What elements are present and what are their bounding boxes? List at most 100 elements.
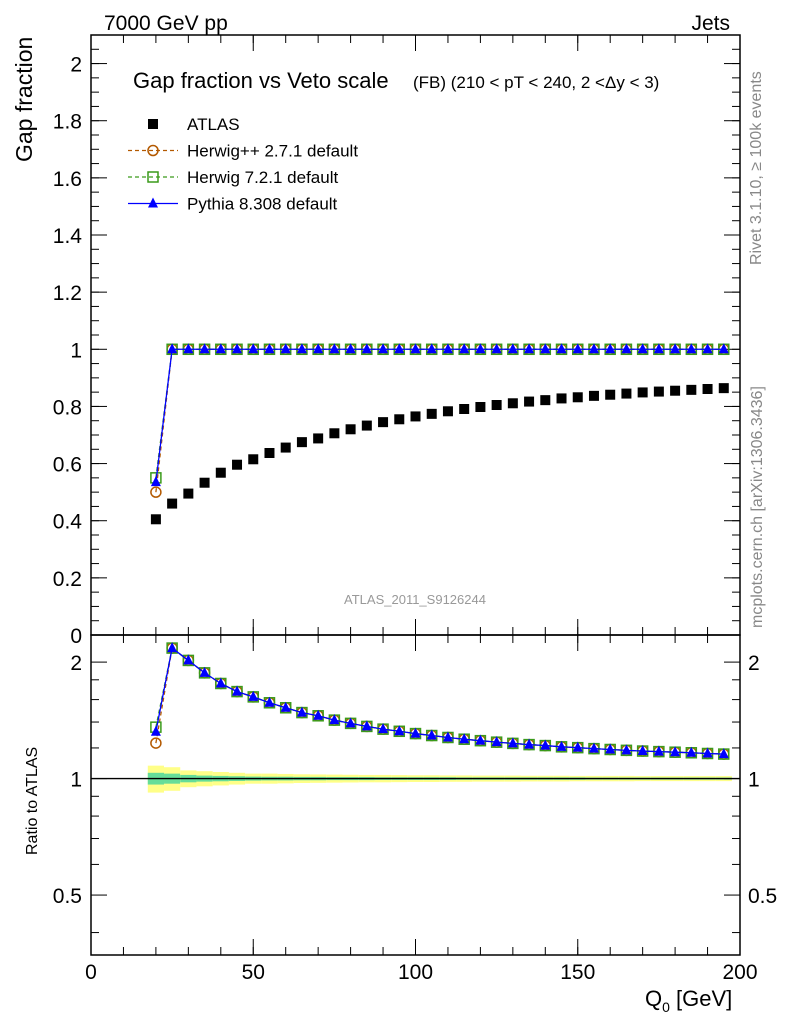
ratio-y-tick-label: 0.5	[53, 885, 82, 908]
series-0	[150, 383, 729, 525]
ratio-data-point	[718, 748, 729, 759]
data-point	[215, 467, 226, 478]
data-point	[507, 398, 518, 409]
y-tick-label: 1.2	[53, 282, 82, 305]
data-point	[475, 343, 486, 354]
ratio-series-0	[150, 642, 730, 760]
x-tick-label: 200	[722, 961, 757, 984]
data-point	[410, 343, 421, 354]
ratio-data-point	[150, 725, 161, 736]
data-point	[426, 408, 437, 419]
ratio-series-line	[155, 646, 724, 755]
ratio-data-point	[459, 733, 470, 744]
data-point	[329, 343, 340, 354]
data-point	[459, 343, 470, 354]
ratio-series-line	[155, 646, 724, 755]
data-point	[329, 428, 340, 439]
data-point	[637, 387, 648, 398]
y-tick-label: 1.8	[53, 111, 82, 134]
y-tick-label: 0.6	[53, 454, 82, 477]
ratio-y-tick-label-right: 0.5	[748, 885, 777, 908]
data-point	[248, 343, 259, 354]
data-point	[248, 454, 259, 465]
ratio-y-tick-label-right: 1	[748, 769, 760, 792]
legend-label: Herwig 7.2.1 default	[187, 168, 338, 187]
data-point	[232, 459, 243, 470]
ratio-data-point	[670, 746, 681, 757]
ratio-y-axis-label: Ratio to ATLAS	[24, 747, 41, 855]
data-point	[361, 343, 372, 354]
data-point	[167, 343, 178, 354]
ratio-y-tick-label: 2	[70, 652, 82, 675]
data-point	[345, 343, 356, 354]
data-point	[718, 383, 729, 394]
data-point	[686, 384, 697, 395]
data-point	[524, 396, 535, 407]
data-point	[313, 343, 324, 354]
process-label: Jets	[691, 12, 730, 35]
ratio-data-point	[524, 738, 535, 749]
data-point	[232, 343, 243, 354]
ratio-data-point	[686, 746, 697, 757]
data-point	[637, 343, 648, 354]
data-point	[442, 406, 453, 417]
ratio-y-tick-label: 1	[70, 769, 82, 792]
data-point	[394, 414, 405, 425]
data-point	[686, 343, 697, 354]
series-line	[155, 348, 724, 493]
y-tick-label: 0.4	[53, 511, 83, 534]
data-point	[556, 393, 567, 404]
series-1	[150, 343, 730, 498]
data-point	[167, 498, 178, 509]
data-point	[378, 417, 389, 428]
ratio-data-point	[296, 706, 307, 717]
data-point	[459, 404, 470, 414]
ratio-data-point	[702, 747, 713, 758]
ratio-data-point	[264, 696, 275, 707]
data-point	[426, 343, 437, 354]
data-point	[540, 343, 551, 354]
ratio-data-point	[183, 654, 194, 665]
data-point	[621, 343, 632, 354]
data-point	[653, 343, 664, 354]
legend-marker	[148, 197, 158, 208]
data-point	[572, 392, 583, 403]
ratio-data-point	[410, 727, 421, 738]
data-point	[524, 343, 535, 354]
data-point	[653, 386, 664, 397]
ratio-data-point	[361, 720, 372, 731]
ratio-data-point	[280, 701, 291, 712]
ratio-series-line	[155, 646, 724, 755]
data-point	[718, 343, 729, 354]
y-tick-label: 1	[70, 339, 82, 362]
data-point	[150, 514, 161, 525]
data-point	[199, 343, 210, 354]
ratio-data-point	[556, 740, 567, 751]
y-tick-label: 0.8	[53, 396, 82, 419]
data-point	[280, 343, 291, 354]
ratio-data-point	[588, 742, 599, 753]
ratio-y-tick-label-right: 2	[748, 652, 760, 675]
ratio-data-point	[248, 690, 259, 701]
mcplots-label: mcplots.cern.ch [arXiv:1306.3436]	[749, 386, 766, 628]
data-point	[313, 433, 324, 444]
data-point	[556, 343, 567, 354]
data-point	[475, 402, 486, 412]
series-line	[155, 348, 724, 478]
ratio-series-2	[150, 642, 729, 759]
ratio-data-point	[426, 729, 437, 740]
ratio-data-point	[378, 723, 389, 734]
ratio-data-point	[475, 734, 486, 745]
ratio-data-point	[442, 731, 453, 742]
ratio-data-point	[199, 666, 210, 677]
data-point	[491, 343, 502, 354]
ratio-series-1	[150, 642, 730, 760]
data-point	[150, 486, 162, 498]
y-tick-label: 0	[70, 625, 82, 648]
rivet-version-label: Rivet 3.1.10, ≥ 100k events	[748, 71, 765, 265]
data-point	[264, 448, 275, 458]
x-axis-label: Q0 [GeV]	[645, 986, 732, 1015]
ratio-plot-panel: 0.5 0.5 1 1 2 2 0 50 100 150 200 Ratio to ATLAS	[24, 634, 777, 984]
data-point	[670, 343, 681, 354]
